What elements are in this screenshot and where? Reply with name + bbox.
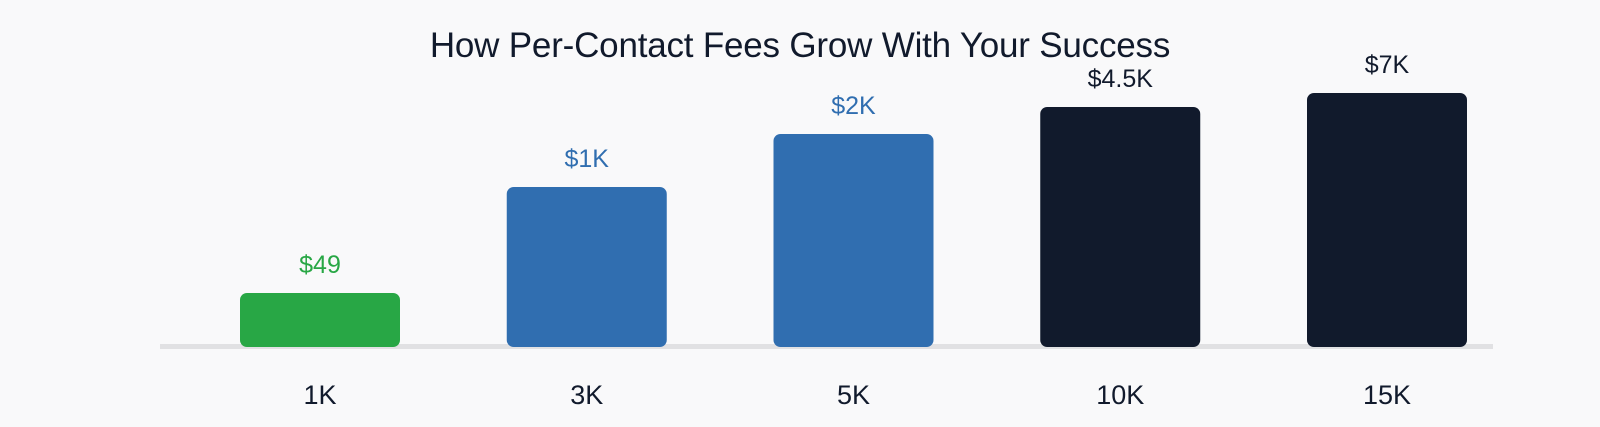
x-tick-label: 10K [1096, 380, 1144, 410]
value-label: $1K [565, 145, 610, 173]
value-label: $4.5K [1088, 65, 1154, 93]
value-label: $49 [299, 251, 341, 279]
value-label: $7K [1365, 51, 1410, 79]
x-tick-label: 5K [837, 380, 870, 410]
bar-5K [773, 134, 934, 347]
x-tick-label: 3K [570, 380, 603, 410]
bar-10K [1040, 107, 1201, 347]
value-label: $2K [831, 92, 876, 120]
bar-15K [1307, 93, 1467, 347]
x-tick-label: 1K [303, 380, 336, 410]
bar-3K [506, 187, 667, 347]
chart-title: How Per-Contact Fees Grow With Your Succ… [429, 26, 1171, 65]
x-tick-label: 15K [1363, 380, 1411, 410]
bar-1K [240, 293, 400, 347]
